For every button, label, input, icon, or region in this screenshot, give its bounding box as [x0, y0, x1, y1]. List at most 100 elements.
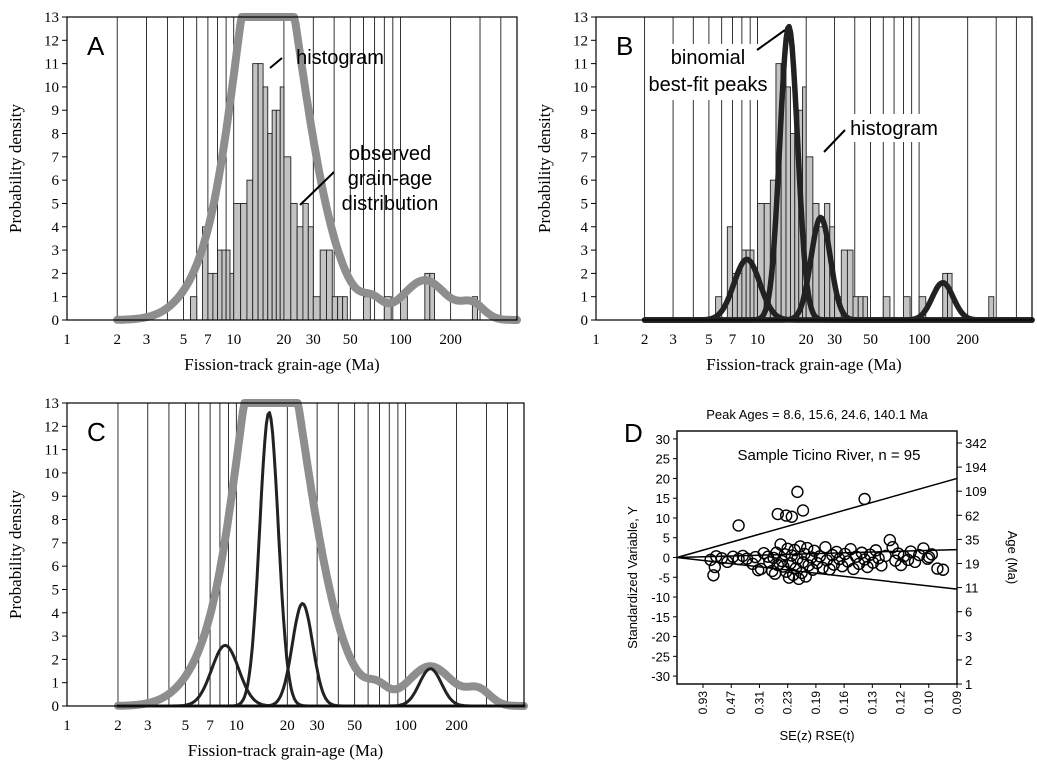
- data-point: [802, 559, 815, 572]
- x-tick-label: 20: [799, 332, 814, 348]
- x-tick-label: 200: [439, 332, 462, 348]
- y-tick-label: -5: [658, 570, 670, 585]
- histogram-bar: [217, 249, 223, 321]
- y-tick-label: 13: [44, 396, 59, 412]
- histogram-bar: [785, 86, 791, 321]
- right-tick-label: 1: [965, 677, 972, 692]
- x-tick-label: 10: [229, 718, 244, 734]
- histogram-bar: [283, 156, 292, 321]
- data-point: [710, 550, 723, 563]
- histogram-bar: [302, 203, 309, 321]
- data-point: [796, 504, 810, 517]
- data-point: [732, 519, 745, 532]
- annotation-grain-age: grain-age: [348, 168, 433, 190]
- x-tick-label: 0.31: [752, 691, 766, 715]
- data-point: [763, 556, 776, 569]
- plot-frame: [66, 16, 518, 321]
- y-tick-label: 2: [581, 266, 589, 282]
- histogram-bar: [275, 109, 281, 321]
- histogram-bar: [862, 296, 869, 321]
- y-tick-label: 12: [44, 419, 59, 435]
- y-tick-label: 4: [52, 606, 60, 622]
- x-tick-label: 200: [445, 718, 468, 734]
- x-tick-label: 2: [641, 332, 649, 348]
- x-axis-title: Fission-track grain-age (Ma): [706, 355, 901, 374]
- data-point: [872, 552, 885, 565]
- y-tick-label: 20: [656, 471, 670, 486]
- x-tick-label: 3: [144, 718, 152, 734]
- series-curve: [113, 13, 521, 324]
- y-tick-label: 12: [573, 33, 588, 49]
- x-tick-label: 20: [276, 332, 291, 348]
- chart-title: Peak Ages = 8.6, 15.6, 24.6, 140.1 Ma: [706, 407, 928, 422]
- y-tick-label: 3: [52, 629, 60, 645]
- annotation-bg: [842, 114, 946, 142]
- annotation-leader: [299, 171, 335, 206]
- plot-frame: [66, 402, 525, 707]
- y-tick-label: 8: [52, 127, 60, 143]
- right-tick-label: 109: [965, 484, 987, 499]
- data-point: [799, 570, 812, 583]
- y-tick-label: 5: [52, 582, 60, 598]
- data-point: [707, 569, 720, 582]
- y-tick-label: 10: [44, 80, 59, 96]
- histogram-bar: [225, 249, 231, 321]
- y-tick-label: -25: [651, 649, 670, 664]
- y-tick-label: 4: [52, 220, 60, 236]
- data-point: [855, 546, 868, 559]
- histogram-bar: [221, 249, 227, 321]
- x-tick-label: 50: [347, 718, 362, 734]
- data-point: [858, 492, 871, 506]
- histogram-bar: [279, 86, 285, 321]
- histogram-bar: [233, 203, 242, 321]
- x-tick-label: 50: [863, 332, 878, 348]
- radial-line: [676, 548, 958, 559]
- y-tick-label: 10: [573, 80, 588, 96]
- x-tick-label: 1: [63, 332, 71, 348]
- panel-label: D: [624, 418, 643, 448]
- y-tick-label: 0: [663, 551, 670, 566]
- histogram-bar: [326, 249, 333, 321]
- x-tick-label: 10: [226, 332, 241, 348]
- data-point: [908, 555, 922, 569]
- chart-subtitle: Sample Ticino River, n = 95: [737, 447, 920, 464]
- y-tick-label: -30: [651, 669, 670, 684]
- series-curve: [641, 214, 1035, 323]
- data-point: [791, 485, 804, 499]
- annotation-distribution: distribution: [342, 193, 439, 215]
- y-tick-label: 5: [581, 196, 589, 212]
- histogram-bar: [267, 133, 273, 321]
- x-tick-label: 7: [729, 332, 737, 348]
- data-point: [869, 544, 882, 557]
- x-tick-label: 3: [143, 332, 151, 348]
- annotation-binomial: binomial: [671, 47, 745, 69]
- histogram-bar: [212, 272, 219, 321]
- x-tick-label: 1: [63, 718, 71, 734]
- annotation-bg: [648, 44, 773, 100]
- x-tick-label: 5: [180, 332, 188, 348]
- x-tick-label: 5: [705, 332, 713, 348]
- panel-d: 302520151050-5-10-15-20-25-3034219410962…: [624, 407, 1020, 743]
- y-tick-label: 1: [581, 290, 589, 306]
- data-point: [794, 540, 807, 553]
- data-point: [921, 552, 934, 565]
- x-tick-label: 0.93: [696, 691, 710, 715]
- right-axis-title: Age (Ma): [1005, 531, 1020, 584]
- data-point: [931, 562, 944, 575]
- data-point: [917, 542, 930, 555]
- y-tick-label: 9: [581, 103, 589, 119]
- x-tick-label: 30: [306, 332, 321, 348]
- histogram-bar: [207, 272, 214, 321]
- x-tick-label: 30: [310, 718, 325, 734]
- radial-line: [676, 477, 958, 559]
- x-tick-label: 10: [750, 332, 765, 348]
- panel-label: C: [87, 417, 106, 447]
- y-tick-label: 5: [663, 531, 670, 546]
- data-point: [785, 510, 798, 523]
- histogram-bar: [988, 296, 995, 321]
- histogram-bar: [790, 133, 796, 321]
- histogram-bar: [240, 203, 248, 321]
- annotation-leader: [756, 29, 786, 51]
- x-axis-title: SE(z) RSE(t): [779, 728, 854, 743]
